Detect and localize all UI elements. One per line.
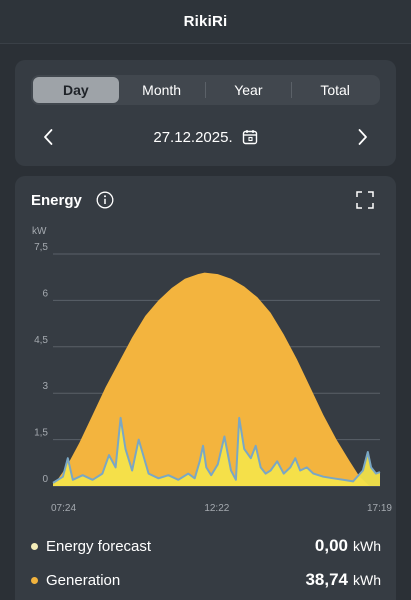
energy-title: Energy (31, 191, 82, 209)
y-axis-label: kW (32, 226, 47, 237)
tab-month[interactable]: Month (142, 82, 182, 98)
x-tick-label: 12:22 (204, 503, 229, 514)
y-tick-label: 3 (42, 381, 48, 392)
y-tick-label: 1,5 (34, 428, 48, 439)
legend-generation[interactable]: Generation 38,74 kWh (31, 568, 381, 592)
legend-dot (31, 542, 38, 550)
legend-unit: kWh (353, 572, 381, 588)
app-title: RikiRi (183, 13, 228, 30)
period-tabs: Day Month Year Total (31, 75, 380, 105)
tab-divider (204, 82, 206, 98)
y-tick-label: 4,5 (34, 335, 48, 346)
legend-label: Generation (46, 571, 121, 589)
calendar-icon[interactable] (242, 129, 258, 145)
series-generation-area (53, 417, 380, 486)
chevron-left-icon[interactable] (39, 127, 59, 147)
y-tick-label: 7,5 (34, 242, 48, 253)
series-forecast-area (53, 272, 380, 486)
legend-dot (31, 576, 38, 584)
legend-label: Energy forecast (46, 537, 152, 555)
info-icon[interactable] (96, 191, 114, 209)
energy-card: Energy 7,5 6 4,5 3 1,5 0 kW 07:24 12:22 17:19 Ene… (15, 176, 396, 600)
tab-divider (291, 82, 293, 98)
legend-energy-forecast[interactable]: Energy forecast 0,00 kWh (31, 534, 381, 558)
selected-date[interactable]: 27.12.2025. (153, 128, 233, 146)
y-tick-label: 6 (42, 288, 48, 299)
energy-header: Energy (31, 190, 114, 210)
fullscreen-icon[interactable] (356, 191, 374, 209)
tab-year[interactable]: Year (234, 82, 263, 98)
x-tick-label: 17:19 (367, 503, 392, 514)
legend-value: 0,00 (314, 536, 348, 555)
x-tick-label: 07:24 (51, 503, 76, 514)
top-bar: RikiRi (0, 0, 411, 44)
tab-day[interactable]: Day (33, 77, 119, 103)
energy-chart: 7,5 6 4,5 3 1,5 0 kW 07:24 12:22 17:19 (32, 226, 392, 514)
chevron-right-icon[interactable] (352, 127, 372, 147)
y-tick-label: 0 (42, 474, 48, 485)
legend-value: 38,74 (305, 570, 348, 589)
period-navigation-card: Day Month Year Total 27.12.2025. (15, 60, 396, 166)
date-selector: 27.12.2025. (15, 122, 396, 152)
tab-total[interactable]: Total (320, 82, 350, 98)
legend-unit: kWh (353, 538, 381, 554)
series-generation-line (52, 416, 381, 484)
